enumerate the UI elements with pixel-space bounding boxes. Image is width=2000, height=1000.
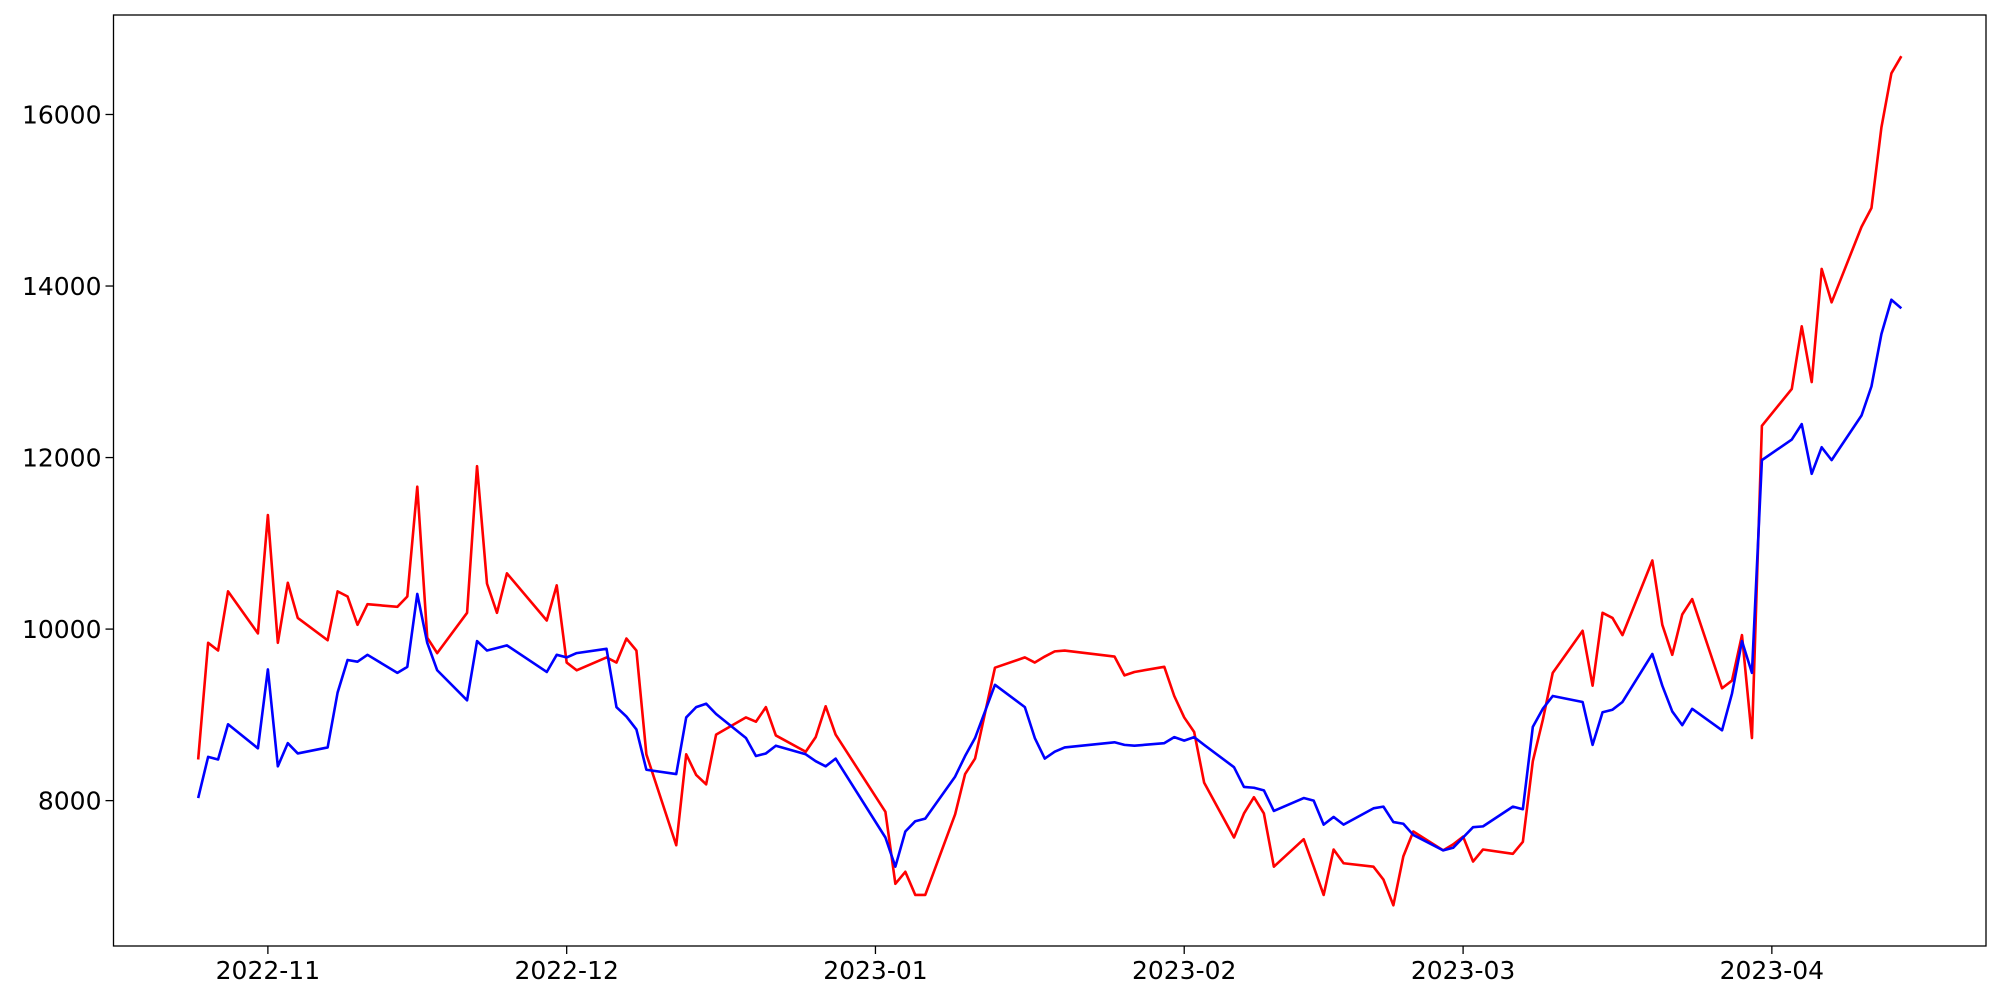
x-tick-label: 2023-04 [1720,956,1824,985]
x-tick-label: 2023-03 [1411,956,1515,985]
y-tick-label: 10000 [22,615,102,644]
x-tick-label: 2022-12 [514,956,618,985]
y-tick-label: 16000 [22,100,102,129]
plot-frame [112,14,1987,947]
y-tick-label: 8000 [38,787,102,816]
x-tick-label: 2023-02 [1132,956,1236,985]
y-tick-label: 14000 [22,272,102,301]
x-tick-label: 2022-11 [216,956,320,985]
y-tick-label: 12000 [22,444,102,473]
data-line [196,298,1903,868]
x-tick-label: 2023-01 [823,956,927,985]
data-line [196,55,1903,907]
